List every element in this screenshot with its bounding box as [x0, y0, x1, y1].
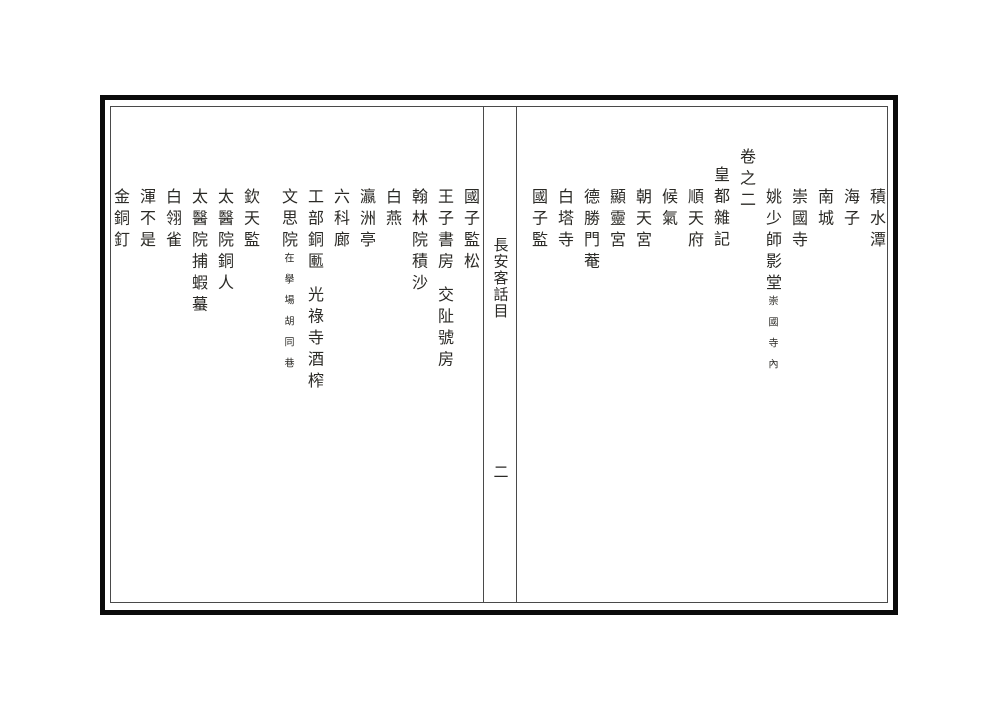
toc-column: 候氣	[654, 106, 680, 603]
toc-entry-text: 工部銅匭	[305, 188, 322, 274]
toc-entry-text: 太醫院捕蝦蟇	[189, 188, 206, 317]
toc-column: 顯靈宮	[602, 106, 628, 603]
toc-entry-text: 瀛洲亭	[357, 188, 374, 253]
toc-entry-text: 順天府	[685, 188, 702, 253]
toc-column: 工部銅匭光祿寺酒榨	[300, 106, 326, 603]
toc-entry-note: 在擧場胡同巷	[282, 252, 293, 379]
toc-column: 積水潭	[862, 106, 888, 603]
spine-book-title-text: 長安客話目	[491, 237, 508, 320]
toc-column: 德勝門菴	[576, 106, 602, 603]
toc-entry-text: 皇都雜記	[711, 166, 728, 252]
toc-column: 國子監松	[456, 106, 482, 603]
toc-column: 文思院在擧場胡同巷	[262, 106, 300, 603]
toc-entry-text: 欽天監	[241, 188, 258, 253]
toc-column: 國子監	[524, 106, 550, 603]
toc-entry-text: 白塔寺	[555, 188, 572, 253]
toc-column: 順天府	[680, 106, 706, 603]
toc-entry-text: 渾不是	[137, 188, 154, 253]
toc-entry-second: 光祿寺酒榨	[305, 286, 322, 394]
toc-entry-text: 金銅釘	[111, 188, 128, 253]
toc-column: 金銅釘	[106, 106, 132, 603]
toc-entry-text: 積水潭	[867, 188, 884, 253]
toc-column: 白燕	[378, 106, 404, 603]
spine-book-title: 長安客話目	[483, 237, 517, 320]
toc-entry-text: 翰林院積沙	[409, 188, 426, 296]
toc-entry-text: 太醫院銅人	[215, 188, 232, 296]
toc-entry-text: 六科廊	[331, 188, 348, 253]
toc-entry-text: 白翎雀	[163, 188, 180, 253]
toc-column: 姚少師影堂崇國寺內	[758, 106, 784, 603]
toc-entry-text: 白燕	[383, 188, 400, 231]
page-border-inner	[110, 106, 888, 603]
toc-entry-text: 朝天宮	[633, 188, 650, 253]
page-border-outer	[100, 95, 898, 615]
toc-entry-note: 崇國寺內	[766, 295, 777, 380]
toc-column: 皇都雜記	[706, 106, 732, 603]
toc-column: 南城	[810, 106, 836, 603]
toc-column: 崇國寺	[784, 106, 810, 603]
toc-entry-text: 顯靈宮	[607, 188, 624, 253]
toc-entry-text: 姚少師影堂	[763, 188, 780, 296]
right-page-toc-columns: 積水潭 海子 南城 崇國寺 姚少師影堂崇國寺內 卷之二 皇都雜記 順天府 候氣 朝天宮 顯靈宮 德勝門…	[522, 106, 888, 603]
toc-entry-text: 候氣	[659, 188, 676, 231]
toc-entry-text: 南城	[815, 188, 832, 231]
toc-entry-second: 交阯號房	[435, 286, 452, 372]
toc-entry-text: 卷之二	[737, 148, 754, 213]
toc-column: 太醫院銅人	[210, 106, 236, 603]
toc-column: 六科廊	[326, 106, 352, 603]
toc-column: 翰林院積沙	[404, 106, 430, 603]
toc-column: 欽天監	[236, 106, 262, 603]
toc-column: 王子書房交阯號房	[430, 106, 456, 603]
toc-column: 白翎雀	[158, 106, 184, 603]
toc-column: 渾不是	[132, 106, 158, 603]
toc-column: 瀛洲亭	[352, 106, 378, 603]
toc-entry-text: 德勝門菴	[581, 188, 598, 274]
toc-column: 卷之二	[732, 106, 758, 603]
toc-entry-text: 國子監	[529, 188, 546, 253]
spine-banxin-column	[483, 106, 517, 603]
page-number-text: 二	[491, 464, 508, 481]
toc-column: 太醫院捕蝦蟇	[184, 106, 210, 603]
toc-column: 朝天宮	[628, 106, 654, 603]
toc-entry-text: 王子書房	[435, 188, 452, 274]
page-number: 二	[483, 464, 517, 481]
toc-entry-text: 文思院	[279, 188, 296, 253]
left-page-toc-columns: 國子監松 王子書房交阯號房 翰林院積沙 白燕 瀛洲亭 六科廊 工部銅匭光祿寺酒榨 文思院在擧場…	[111, 106, 482, 603]
toc-entry-text: 國子監松	[461, 188, 478, 274]
toc-entry-text: 海子	[841, 188, 858, 231]
toc-column: 白塔寺	[550, 106, 576, 603]
toc-column: 海子	[836, 106, 862, 603]
toc-entry-text: 崇國寺	[789, 188, 806, 253]
